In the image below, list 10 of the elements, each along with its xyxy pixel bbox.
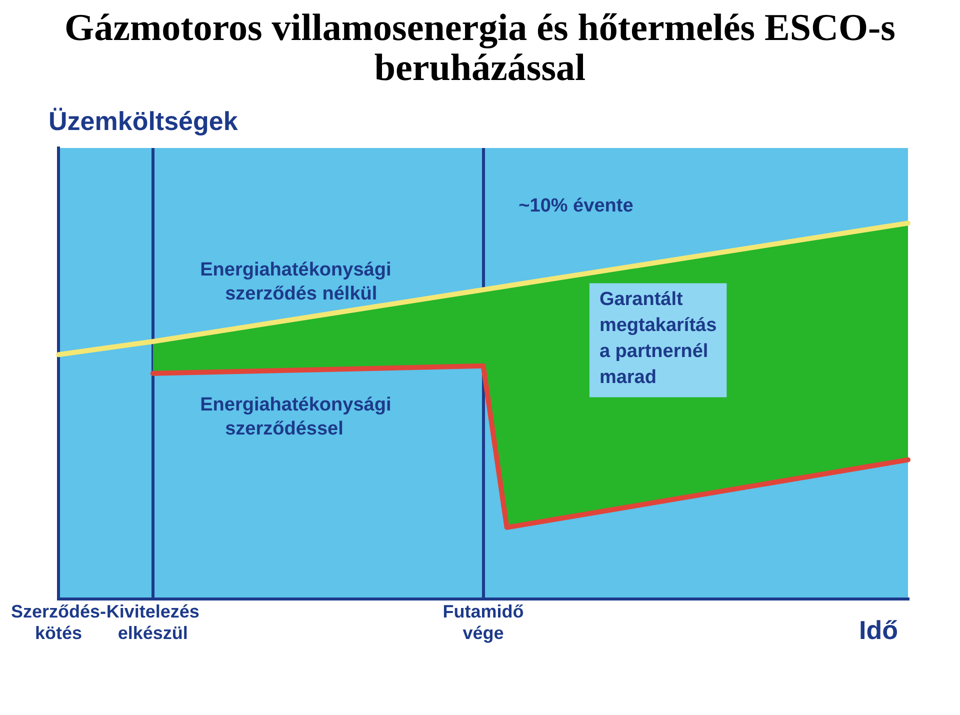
- x-tick-label: Kivitelezés elkészül: [106, 602, 200, 644]
- y-axis-title: Üzemköltségek: [48, 106, 238, 136]
- x-axis-title: Idő: [859, 614, 898, 645]
- x-tick-label: Futamidő vége: [442, 602, 524, 644]
- series-label: Energiahatékonysági szerződéssel: [200, 394, 392, 440]
- series-label: Energiahatékonysági szerződés nélkül: [200, 259, 392, 304]
- x-tick-label: Szerződés-kötés: [11, 602, 106, 644]
- annotation: Garantált megtakarítás a partnernél marad: [599, 288, 717, 388]
- chart-title: Gázmotoros villamosenergia és hőtermelés ESCO-s beruházással: [64, 7, 896, 89]
- text: ~10% évente: [518, 196, 634, 217]
